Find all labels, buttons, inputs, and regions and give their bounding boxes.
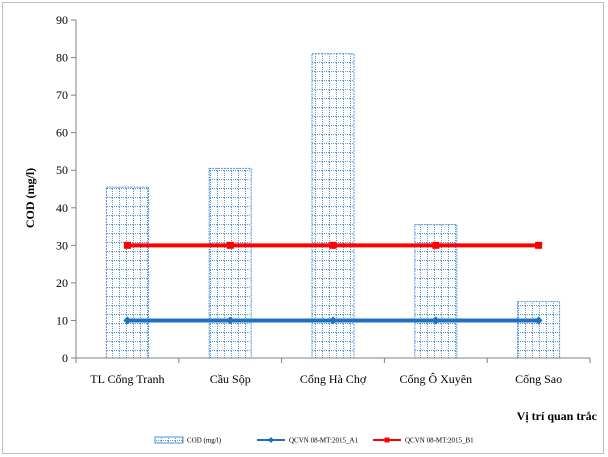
legend-cod-swatch: [154, 436, 184, 444]
qcvn-b1-marker: [329, 241, 337, 249]
legend-b1-label: QCVN 08-MT:2015_B1: [405, 437, 474, 445]
x-axis-title: Vị trí quan trắc: [517, 409, 598, 423]
y-tick-label: 80: [56, 51, 68, 65]
cod-bar: [208, 167, 252, 359]
cod-bar: [311, 53, 355, 359]
qcvn-a1-marker: [431, 316, 440, 325]
y-tick-label: 10: [56, 313, 68, 327]
y-tick-label: 30: [56, 238, 68, 252]
y-axis-ticks: 0 10 20 30 40 50 60 70 80 90: [56, 13, 76, 365]
chart-frame: [2, 2, 604, 454]
y-tick-label: 90: [56, 13, 68, 27]
qcvn-a1-marker: [123, 316, 132, 325]
legend-a1-marker: [268, 437, 274, 443]
cod-bar: [105, 186, 149, 359]
x-axis-categories: TL Cống Tranh Cầu Sộp Cống Hà Chợ Cống Ô Xu…: [90, 372, 562, 386]
y-tick-label: 70: [56, 88, 68, 102]
x-category-label: Cống Ô Xuyên: [399, 372, 472, 386]
y-axis-title: COD (mg/l): [23, 168, 37, 228]
axes: [75, 20, 591, 363]
qcvn-b1-marker: [226, 241, 234, 249]
legend-a1-label: QCVN 08-MT:2015_A1: [289, 437, 359, 445]
qcvn-b1-marker: [535, 241, 543, 249]
qcvn-a1-marker: [329, 316, 337, 325]
x-category-label: Cầu Sộp: [210, 372, 251, 386]
cod-bar: [517, 301, 561, 359]
legend: COD (mg/l) QCVN 08-MT:2015_A1 QCVN 08-MT:2…: [154, 436, 474, 445]
x-category-label: Cống Hà Chợ: [300, 372, 367, 386]
qcvn-b1-marker: [432, 241, 440, 249]
qcvn-b1-marker: [123, 241, 131, 249]
x-category-label: TL Cống Tranh: [90, 372, 164, 386]
legend-b1-marker: [384, 437, 390, 443]
y-tick-label: 20: [56, 276, 68, 290]
bar-series: [105, 53, 561, 359]
y-tick-label: 40: [56, 201, 68, 215]
legend-cod-label: COD (mg/l): [187, 437, 222, 445]
line-series: [123, 241, 543, 325]
y-tick-label: 60: [56, 126, 68, 140]
y-tick-label: 0: [62, 351, 68, 365]
x-category-label: Cống Sao: [515, 372, 562, 386]
qcvn-a1-marker: [226, 316, 235, 325]
qcvn-a1-marker: [534, 316, 543, 325]
y-tick-label: 50: [56, 163, 68, 177]
